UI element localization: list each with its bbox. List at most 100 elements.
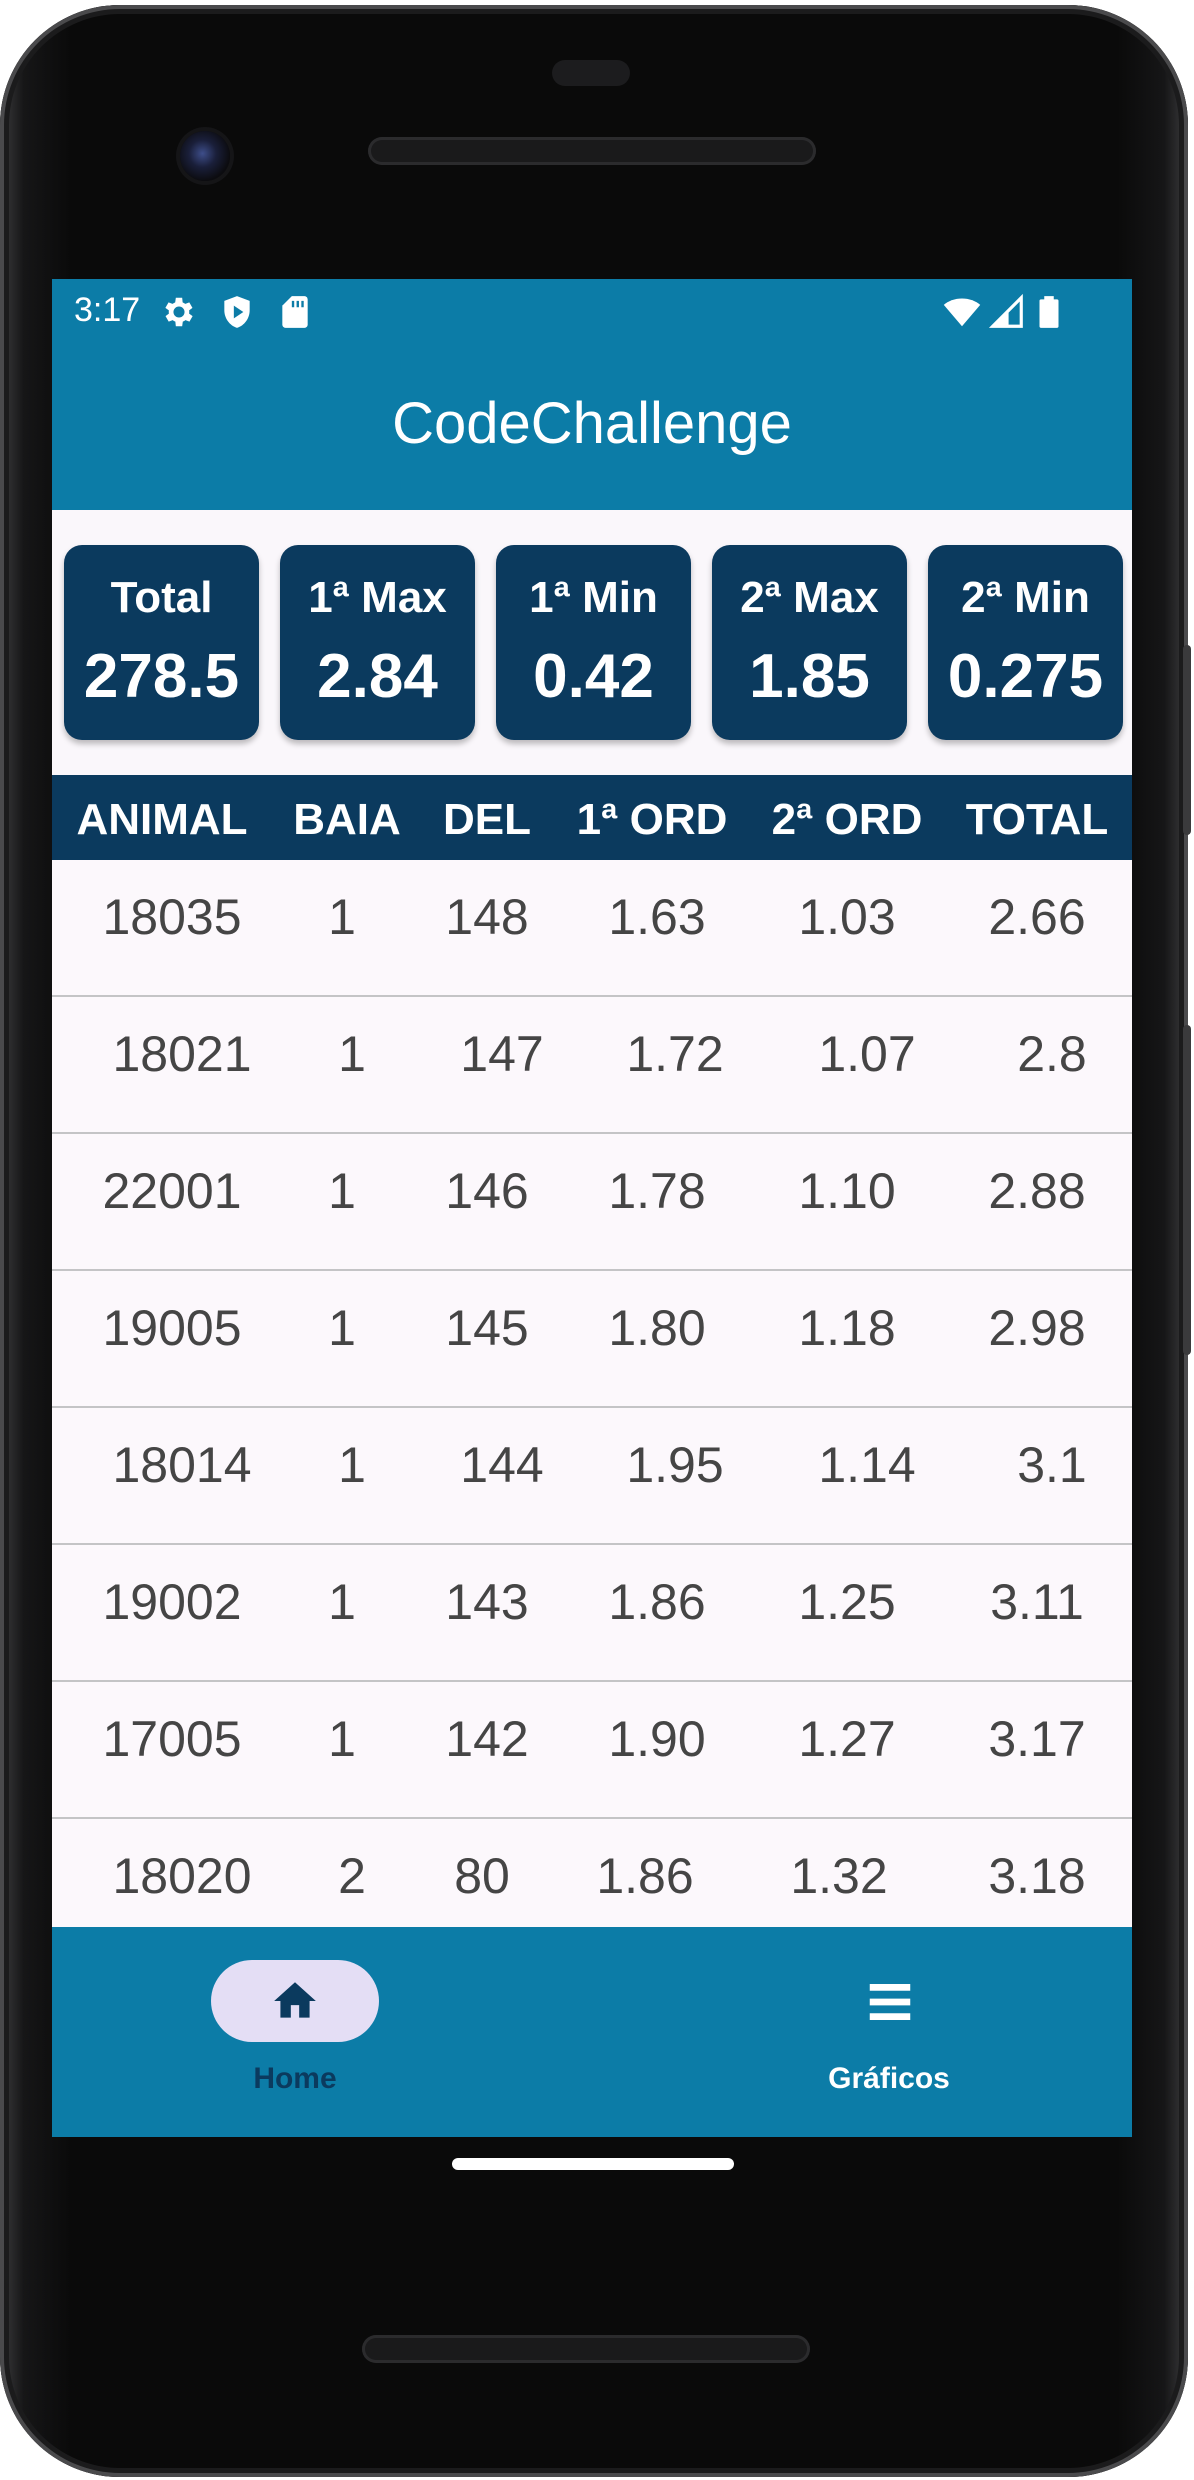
home-gesture-bar[interactable] — [452, 2158, 734, 2170]
cell-first-ord: 1.90 — [608, 1711, 706, 1767]
cell-first-ord: 1.86 — [608, 1574, 706, 1630]
gear-icon — [165, 297, 193, 327]
bottom-navigation: Home Gráficos — [52, 1927, 1132, 2137]
table-body[interactable]: 18035 1 148 1.63 1.03 2.66 18021 1 147 1… — [52, 860, 1132, 1930]
top-speaker-grille — [368, 137, 816, 165]
card-value: 2.84 — [317, 642, 438, 711]
cell-total: 3.1 — [1017, 1437, 1087, 1493]
cell-second-ord: 1.25 — [798, 1574, 896, 1630]
cell-baia: 1 — [338, 1026, 366, 1082]
cell-del: 147 — [460, 1026, 544, 1082]
card-label: 1ª Min — [529, 573, 658, 622]
bottom-speaker-grille — [362, 2335, 810, 2363]
cell-del: 142 — [445, 1711, 529, 1767]
cell-del: 148 — [445, 889, 529, 945]
menu-lines-icon — [869, 1984, 911, 2020]
cell-baia: 1 — [328, 1163, 356, 1219]
cell-animal: 18014 — [112, 1437, 252, 1493]
signal-icon — [988, 293, 1023, 328]
header-animal[interactable]: ANIMAL — [76, 795, 248, 844]
summary-card-first-min: 1ª Min 0.42 — [496, 545, 691, 740]
cell-animal: 19002 — [102, 1574, 242, 1630]
cell-del: 80 — [454, 1848, 510, 1904]
header-total[interactable]: TOTAL — [965, 795, 1109, 844]
cell-del: 145 — [445, 1300, 529, 1356]
cell-second-ord: 1.18 — [798, 1300, 896, 1356]
cell-second-ord: 1.27 — [798, 1711, 896, 1767]
sd-card-icon — [282, 296, 308, 328]
table-row[interactable]: 18014 1 144 1.95 1.14 3.1 — [52, 1408, 1132, 1546]
battery-icon — [1039, 296, 1059, 328]
cell-baia: 1 — [328, 1711, 356, 1767]
wifi-icon — [943, 298, 981, 327]
card-value: 278.5 — [83, 642, 240, 711]
card-label: 1ª Max — [308, 573, 447, 622]
cell-total: 3.17 — [988, 1711, 1086, 1767]
cell-total: 2.88 — [988, 1163, 1086, 1219]
table-row[interactable]: 17005 1 142 1.90 1.27 3.17 — [52, 1682, 1132, 1820]
nav-label-graficos: Gráficos — [828, 2062, 950, 2095]
summary-card-first-max: 1ª Max 2.84 — [280, 545, 475, 740]
cell-total: 3.18 — [988, 1848, 1086, 1904]
home-icon — [274, 1982, 316, 2018]
cell-total: 2.8 — [1017, 1026, 1087, 1082]
summary-card-total: Total 278.5 — [64, 545, 259, 740]
cell-total: 3.11 — [990, 1574, 1084, 1630]
header-first-ord[interactable]: 1ª ORD — [576, 795, 728, 844]
card-label: 2ª Max — [740, 573, 879, 622]
cell-baia: 2 — [338, 1848, 366, 1904]
status-bar: 3:17 — [52, 279, 1132, 345]
front-camera — [180, 131, 230, 181]
card-label: 2ª Min — [961, 573, 1090, 622]
summary-card-second-min: 2ª Min 0.275 — [928, 545, 1123, 740]
cell-del: 144 — [460, 1437, 544, 1493]
card-value: 0.275 — [947, 642, 1104, 711]
content-area: Total 278.5 1ª Max 2.84 1ª Min 0.42 2ª M… — [52, 510, 1132, 2137]
card-value: 1.85 — [749, 642, 870, 711]
nav-label-home: Home — [253, 2062, 337, 2095]
nav-active-indicator — [211, 1960, 379, 2042]
table-header: ANIMAL BAIA DEL 1ª ORD 2ª ORD TOTAL — [52, 775, 1132, 860]
cell-animal: 19005 — [102, 1300, 242, 1356]
cell-first-ord: 1.72 — [626, 1026, 724, 1082]
cell-del: 143 — [445, 1574, 529, 1630]
cell-baia: 1 — [328, 889, 356, 945]
card-label: Total — [110, 573, 213, 622]
header-del[interactable]: DEL — [443, 795, 531, 844]
table-row[interactable]: 19005 1 145 1.80 1.18 2.98 — [52, 1271, 1132, 1409]
nav-item-graficos[interactable]: Gráficos — [769, 1927, 1009, 2137]
cell-baia: 1 — [328, 1574, 356, 1630]
cell-total: 2.98 — [988, 1300, 1086, 1356]
cell-second-ord: 1.32 — [790, 1848, 888, 1904]
card-value: 0.42 — [533, 642, 654, 711]
cell-first-ord: 1.80 — [608, 1300, 706, 1356]
volume-button — [1183, 645, 1191, 835]
power-button — [1183, 1025, 1191, 1355]
cell-animal: 17005 — [102, 1711, 242, 1767]
table-row[interactable]: 18020 2 80 1.86 1.32 3.18 — [52, 1819, 1132, 1930]
table-row[interactable]: 19002 1 143 1.86 1.25 3.11 — [52, 1545, 1132, 1683]
nav-item-home[interactable]: Home — [175, 1927, 415, 2137]
cell-baia: 1 — [338, 1437, 366, 1493]
cell-animal: 18035 — [102, 889, 242, 945]
table-row[interactable]: 18021 1 147 1.72 1.07 2.8 — [52, 997, 1132, 1135]
cell-second-ord: 1.03 — [798, 889, 896, 945]
cell-first-ord: 1.63 — [608, 889, 706, 945]
header-second-ord[interactable]: 2ª ORD — [771, 795, 923, 844]
cell-second-ord: 1.07 — [818, 1026, 916, 1082]
app-bar: 3:17 — [52, 279, 1132, 510]
cell-first-ord: 1.95 — [626, 1437, 724, 1493]
cell-second-ord: 1.14 — [818, 1437, 916, 1493]
cell-first-ord: 1.86 — [596, 1848, 694, 1904]
header-baia[interactable]: BAIA — [293, 795, 401, 844]
cell-animal: 18020 — [112, 1848, 252, 1904]
summary-card-second-max: 2ª Max 1.85 — [712, 545, 907, 740]
cell-animal: 18021 — [112, 1026, 252, 1082]
earpiece — [552, 60, 630, 86]
cell-del: 146 — [445, 1163, 529, 1219]
table-row[interactable]: 22001 1 146 1.78 1.10 2.88 — [52, 1134, 1132, 1272]
table-row[interactable]: 18035 1 148 1.63 1.03 2.66 — [52, 860, 1132, 998]
cell-first-ord: 1.78 — [608, 1163, 706, 1219]
cell-second-ord: 1.10 — [798, 1163, 896, 1219]
cell-total: 2.66 — [988, 889, 1086, 945]
